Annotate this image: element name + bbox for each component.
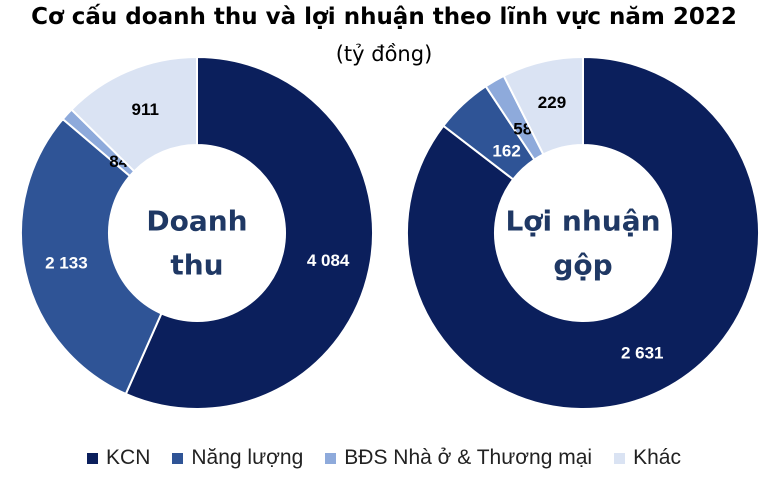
loi-nhuan-value-label-khac: 229: [538, 93, 566, 112]
doanh-thu-value-label-khac: 911: [131, 100, 158, 119]
legend-label-bds: BĐS Nhà ở & Thương mại: [344, 446, 593, 469]
doanh-thu-center-label-line-1: Doanh: [146, 205, 247, 238]
legend-swatch-bds: [325, 452, 337, 464]
loi-nhuan-slice-khac: [502, 55, 584, 156]
legend-item-kcn: KCN: [87, 446, 150, 470]
chart-subtitle: (tỷ đồng): [335, 42, 433, 66]
legend-label-kcn: KCN: [106, 446, 151, 469]
legend-swatch-khac: [614, 452, 626, 464]
legend-item-nang-luong: Năng lượng: [172, 446, 303, 470]
loi-nhuan-center-label-line-2: gộp: [553, 249, 612, 282]
loi-nhuan-value-label-kcn: 2 631: [621, 344, 664, 363]
legend-label-nang-luong: Năng lượng: [191, 446, 304, 469]
doanh-thu-value-label-nang-luong: 2 133: [45, 253, 88, 272]
legend-swatch-nang-luong: [172, 452, 184, 464]
doanh-thu-center-label-line-2: thu: [170, 249, 223, 282]
doanh-thu-slice-kcn: [124, 55, 374, 410]
legend-swatch-kcn: [87, 452, 99, 464]
loi-nhuan-value-label-nang-luong: 162: [492, 142, 520, 161]
loi-nhuan-center-label-line-1: Lợi nhuận: [505, 205, 660, 238]
chart-legend: KCN Năng lượng BĐS Nhà ở & Thương mại Kh…: [0, 446, 768, 470]
doanh-thu-slice-khac: [70, 55, 198, 173]
doanh-thu-value-label-kcn: 4 084: [307, 251, 350, 270]
legend-item-bds: BĐS Nhà ở & Thương mại: [325, 446, 592, 470]
loi-nhuan-slice-kcn: [406, 55, 760, 410]
chart-title: Cơ cấu doanh thu và lợi nhuận theo lĩnh …: [31, 4, 737, 30]
doanh-thu-slice-nang-luong: [20, 117, 163, 396]
legend-label-khac: Khác: [633, 446, 681, 469]
legend-item-khac: Khác: [614, 446, 681, 470]
